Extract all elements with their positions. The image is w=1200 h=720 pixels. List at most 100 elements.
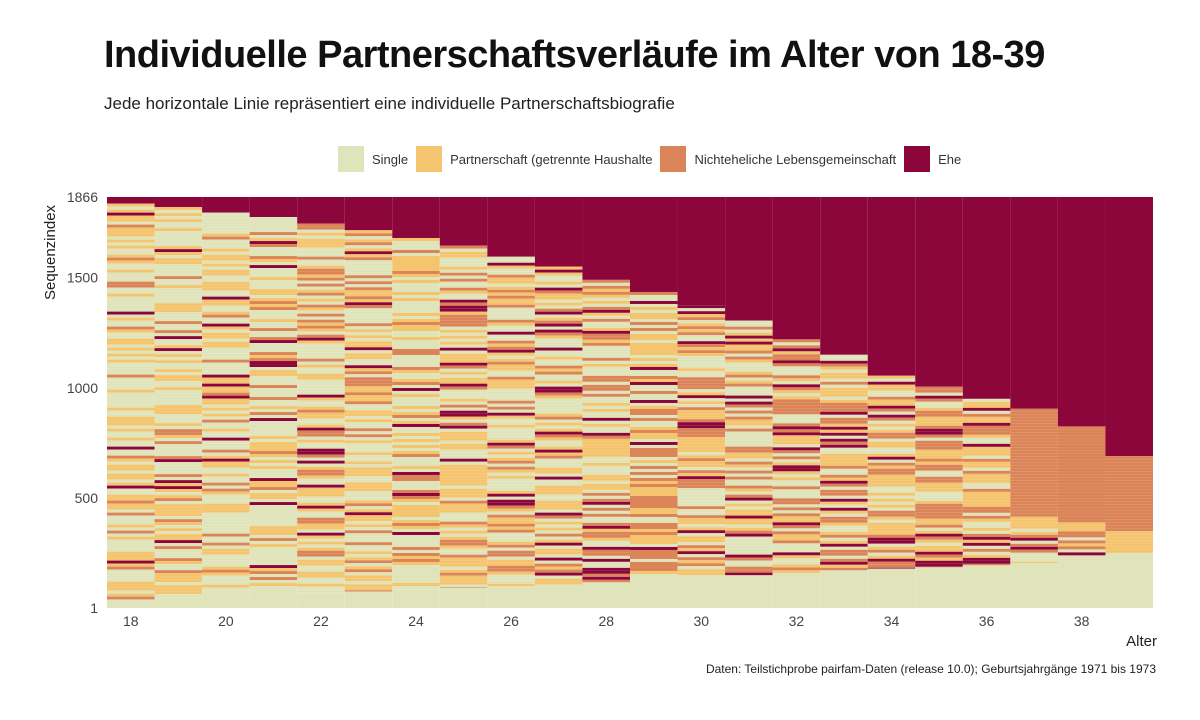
sequence-stripe <box>439 278 488 282</box>
sequence-stripe <box>487 328 535 332</box>
sequence-stripe <box>1010 492 1058 496</box>
sequence-block-married <box>820 197 868 355</box>
sequence-stripe <box>297 451 345 455</box>
sequence-stripe <box>677 320 726 324</box>
sequence-stripe <box>439 461 488 465</box>
sequence-stripe <box>1010 519 1058 523</box>
sequence-stripe <box>772 360 821 364</box>
sequence-stripe <box>582 408 630 412</box>
sequence-stripe <box>534 569 583 573</box>
sequence-stripe <box>107 416 155 420</box>
sequence-stripe <box>677 539 726 543</box>
sequence-stripe <box>249 466 298 470</box>
sequence-stripe <box>1010 423 1058 427</box>
sequence-stripe <box>820 513 868 517</box>
sequence-block-single <box>1105 553 1153 608</box>
sequence-stripe <box>392 564 440 568</box>
sequence-stripe <box>820 561 868 565</box>
sequence-stripe <box>297 556 345 560</box>
sequence-stripe <box>249 337 298 341</box>
sequence-stripe <box>107 563 155 567</box>
sequence-stripe <box>107 413 155 417</box>
sequence-stripe <box>107 209 155 213</box>
sequence-stripe <box>582 327 630 331</box>
sequence-block-married <box>630 197 678 292</box>
sequence-stripe <box>582 564 630 568</box>
sequence-stripe <box>202 569 250 573</box>
sequence-stripe <box>962 407 1011 411</box>
sequence-stripe <box>630 453 678 457</box>
sequence-stripe <box>1010 453 1058 457</box>
sequence-stripe <box>249 538 298 542</box>
sequence-stripe <box>249 490 298 494</box>
sequence-stripe <box>202 236 250 240</box>
sequence-stripe <box>725 359 773 363</box>
sequence-stripe <box>249 439 298 443</box>
sequence-stripe <box>630 474 678 478</box>
sequence-stripe <box>439 437 488 441</box>
sequence-stripe <box>107 356 155 360</box>
sequence-stripe <box>202 500 250 504</box>
sequence-stripe <box>1010 507 1058 511</box>
sequence-stripe <box>202 557 250 561</box>
sequence-stripe <box>677 521 726 525</box>
sequence-stripe <box>534 563 583 567</box>
sequence-stripe <box>487 541 535 545</box>
sequence-stripe <box>820 549 868 553</box>
sequence-stripe <box>344 584 393 588</box>
sequence-stripe <box>1057 498 1106 502</box>
sequence-stripe <box>154 396 203 400</box>
sequence-stripe <box>439 575 488 579</box>
sequence-stripe <box>154 429 203 433</box>
sequence-stripe <box>725 389 773 393</box>
sequence-stripe <box>249 304 298 308</box>
sequence-stripe <box>1057 522 1106 526</box>
sequence-stripe <box>1057 531 1106 535</box>
sequence-stripe <box>154 237 203 241</box>
sequence-stripe <box>630 471 678 475</box>
sequence-stripe <box>107 569 155 573</box>
sequence-stripe <box>249 277 298 281</box>
sequence-stripe <box>772 522 821 526</box>
sequence-stripe <box>154 567 203 571</box>
sequence-stripe <box>202 431 250 435</box>
sequence-stripe <box>107 302 155 306</box>
sequence-stripe <box>344 323 393 327</box>
sequence-stripe <box>439 515 488 519</box>
sequence-stripe <box>249 298 298 302</box>
sequence-stripe <box>677 380 726 384</box>
legend: Single Partnerschaft (getrennte Haushalt… <box>338 146 969 172</box>
sequence-stripe <box>534 371 583 375</box>
sequence-stripe <box>487 505 535 509</box>
sequence-stripe <box>202 407 250 411</box>
sequence-stripe <box>534 275 583 279</box>
sequence-stripe <box>867 381 916 385</box>
sequence-stripe <box>202 446 250 450</box>
sequence-stripe <box>297 289 345 293</box>
sequence-stripe <box>534 443 583 447</box>
sequence-stripe <box>630 294 678 298</box>
sequence-stripe <box>1010 528 1058 532</box>
sequence-stripe <box>1105 456 1153 460</box>
sequence-stripe <box>439 521 488 525</box>
sequence-stripe <box>582 501 630 505</box>
sequence-stripe <box>915 395 963 399</box>
sequence-stripe <box>107 305 155 309</box>
sequence-stripe <box>107 461 155 465</box>
sequence-stripe <box>249 274 298 278</box>
sequence-stripe <box>392 420 440 424</box>
sequence-stripe <box>107 398 155 402</box>
sequence-stripe <box>344 347 393 351</box>
sequence-stripe <box>344 416 393 420</box>
sequence-stripe <box>202 356 250 360</box>
sequence-stripe <box>915 515 963 519</box>
sequence-stripe <box>344 356 393 360</box>
sequence-stripe <box>772 453 821 457</box>
sequence-stripe <box>107 365 155 369</box>
sequence-stripe <box>1057 516 1106 520</box>
sequence-stripe <box>487 442 535 446</box>
sequence-stripe <box>297 352 345 356</box>
sequence-stripe <box>915 428 963 432</box>
sequence-stripe <box>1010 525 1058 529</box>
sequence-stripe <box>202 521 250 525</box>
